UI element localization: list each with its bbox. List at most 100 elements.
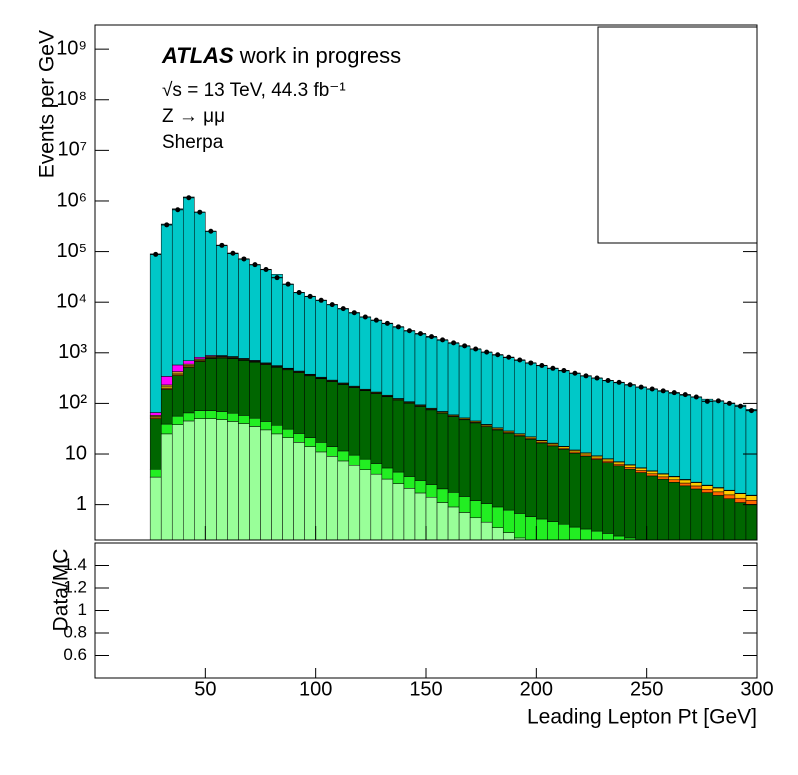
- histogram-segment: [315, 378, 327, 443]
- histogram-segment: [701, 485, 714, 490]
- data-point: [318, 297, 324, 303]
- histogram-segment: [668, 393, 681, 477]
- y-tick-label: 1: [76, 493, 87, 515]
- histogram-segment: [414, 333, 427, 406]
- histogram-segment: [690, 482, 703, 487]
- histogram-segment: [194, 211, 206, 358]
- histogram-segment: [282, 369, 294, 430]
- histogram-segment: [436, 502, 449, 540]
- histogram-segment: [171, 364, 184, 372]
- data-point: [164, 222, 170, 228]
- histogram-segment: [447, 416, 460, 493]
- energy-label: √s = 13 TeV, 44.3 fb⁻¹: [162, 80, 346, 101]
- histogram-segment: [359, 458, 372, 470]
- histogram-segment: [646, 475, 658, 540]
- ratio-y-tick-label: 1: [78, 600, 87, 619]
- histogram-segment: [149, 418, 162, 470]
- histogram-segment: [624, 384, 636, 465]
- histogram-segment: [514, 360, 526, 434]
- histogram-segment: [436, 412, 449, 490]
- histogram-segment: [745, 409, 757, 496]
- x-tick-label: 200: [520, 678, 553, 700]
- histogram-segment: [392, 326, 405, 399]
- legend: [597, 26, 758, 244]
- histogram-segment: [480, 426, 493, 504]
- data-point: [473, 346, 479, 352]
- histogram-segment: [205, 410, 217, 419]
- x-tick-label: 150: [409, 678, 442, 700]
- data-point: [517, 357, 523, 363]
- histogram-segment: [558, 449, 570, 525]
- histogram-segment: [458, 345, 471, 419]
- histogram-segment: [547, 445, 559, 522]
- histogram-segment: [271, 274, 283, 366]
- histogram-segment: [160, 223, 173, 377]
- histogram-segment: [293, 292, 305, 372]
- histogram-segment: [293, 433, 305, 443]
- histogram-segment: [337, 308, 350, 384]
- histogram-segment: [646, 388, 658, 472]
- histogram-segment: [348, 454, 361, 466]
- histogram-segment: [514, 513, 526, 539]
- histogram-segment: [149, 476, 162, 540]
- y-tick-label: 10⁸: [56, 88, 87, 110]
- y-tick-label: 10³: [58, 341, 87, 363]
- histogram-segment: [745, 495, 757, 501]
- data-point: [594, 375, 600, 381]
- histogram-segment: [271, 367, 283, 426]
- data-point: [627, 382, 633, 388]
- histogram-segment: [458, 419, 471, 497]
- data-point: [737, 403, 743, 409]
- histogram-segment: [183, 196, 195, 361]
- histogram-segment: [381, 396, 394, 469]
- histogram-segment: [712, 487, 725, 493]
- histogram-segment: [359, 469, 372, 540]
- histogram-segment: [602, 462, 614, 534]
- data-point: [285, 281, 291, 287]
- data-point: [748, 408, 754, 414]
- data-point: [307, 293, 313, 299]
- histogram-segment: [216, 245, 228, 356]
- y-tick-label: 10²: [58, 392, 87, 414]
- data-point: [274, 275, 280, 281]
- histogram-segment: [260, 429, 272, 540]
- histogram-segment: [160, 384, 173, 388]
- histogram-segment: [304, 437, 316, 447]
- data-point: [671, 390, 677, 396]
- histogram-segment: [392, 399, 405, 473]
- main-plot: [149, 195, 757, 540]
- histogram-segment: [591, 459, 603, 532]
- histogram-segment: [436, 488, 449, 503]
- histogram-segment: [480, 351, 493, 425]
- data-point: [484, 349, 490, 355]
- data-point: [649, 386, 655, 392]
- histogram-segment: [734, 493, 747, 499]
- histogram-segment: [304, 446, 316, 540]
- histogram-segment: [260, 269, 272, 364]
- histogram-segment: [491, 506, 504, 528]
- data-point: [263, 266, 269, 272]
- histogram-segment: [194, 361, 206, 411]
- histogram-segment: [238, 423, 250, 540]
- data-point: [704, 398, 710, 404]
- histogram-segment: [536, 365, 548, 441]
- data-point: [638, 384, 644, 390]
- histogram-segment: [238, 258, 250, 359]
- histogram-segment: [326, 456, 338, 540]
- ratio-frame: [94, 542, 758, 679]
- data-point: [462, 343, 468, 349]
- histogram-segment: [701, 398, 714, 486]
- histogram-segment: [216, 419, 228, 540]
- data-point: [373, 317, 379, 323]
- data-point: [153, 251, 159, 257]
- y-tick-label: 10⁷: [58, 139, 87, 161]
- data-point: [362, 314, 368, 320]
- histogram-segment: [580, 452, 592, 456]
- x-tick-label: 300: [740, 678, 773, 700]
- histogram-segment: [216, 411, 228, 420]
- histogram-segment: [403, 488, 416, 540]
- histogram-segment: [304, 375, 316, 438]
- atlas-label: ATLAS work in progress: [161, 43, 401, 68]
- histogram-segment: [171, 375, 184, 417]
- histogram-segment: [580, 375, 592, 454]
